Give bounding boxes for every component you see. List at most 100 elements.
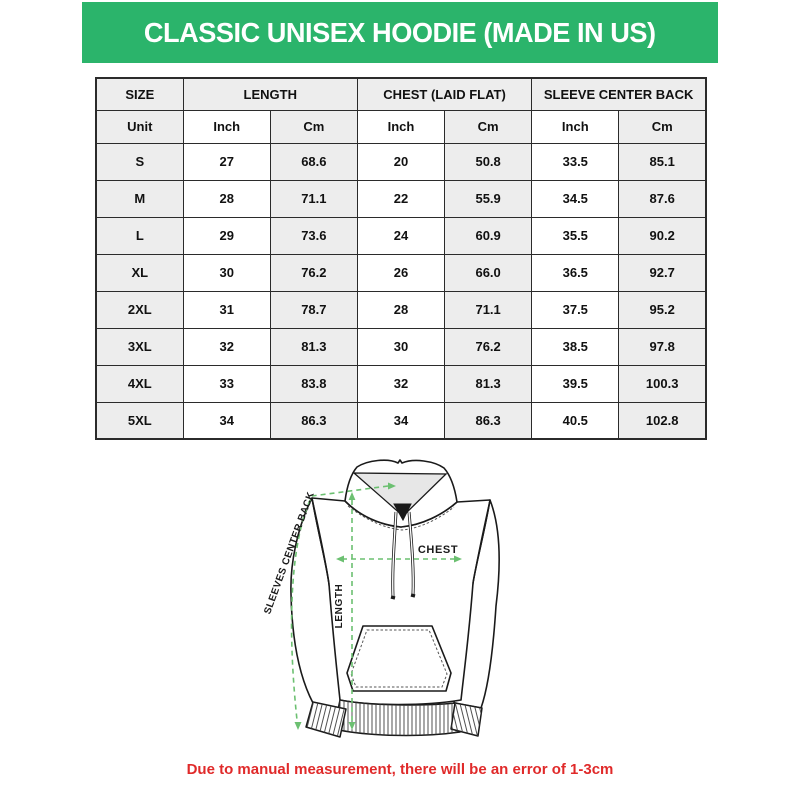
col-header-size: SIZE [95, 77, 184, 111]
value-cell: 83.8 [269, 364, 358, 403]
unit-cell: Cm [444, 109, 533, 144]
hood-inner [352, 472, 448, 517]
value-cell: 34 [182, 401, 271, 440]
value-cell: 22 [356, 179, 446, 218]
value-cell: 37.5 [531, 290, 620, 329]
value-cell: 76.2 [269, 253, 358, 292]
value-cell: 81.3 [444, 364, 533, 403]
table-row: 4XL 33 83.8 32 81.3 39.5 100.3 [95, 364, 707, 403]
header-row: SIZE LENGTH CHEST (LAID FLAT) SLEEVE CEN… [95, 77, 707, 111]
value-cell: 86.3 [444, 401, 533, 440]
value-cell: 30 [356, 327, 446, 366]
value-cell: 78.7 [269, 290, 358, 329]
value-cell: 32 [356, 364, 446, 403]
value-cell: 38.5 [531, 327, 620, 366]
value-cell: 55.9 [444, 179, 533, 218]
value-cell: 36.5 [531, 253, 620, 292]
table-row: 5XL 34 86.3 34 86.3 40.5 102.8 [95, 401, 707, 440]
length-label: LENGTH [334, 584, 345, 629]
drawstrings [390, 511, 416, 600]
value-cell: 29 [182, 216, 271, 255]
scb-arrow-cuff [294, 722, 302, 730]
value-cell: 34.5 [531, 179, 620, 218]
size-cell: 3XL [95, 327, 184, 366]
chest-arrow-left [336, 555, 344, 563]
value-cell: 85.1 [618, 142, 707, 181]
measurement-error-note: Due to manual measurement, there will be… [186, 761, 614, 778]
page-title: CLASSIC UNISEX HOODIE (MADE IN US) [144, 16, 656, 48]
value-cell: 40.5 [531, 401, 620, 440]
table-row: XL 30 76.2 26 66.0 36.5 92.7 [95, 253, 707, 292]
value-cell: 87.6 [618, 179, 707, 218]
unit-cell: Inch [356, 109, 446, 144]
table-row: 3XL 32 81.3 30 76.2 38.5 97.8 [95, 327, 707, 366]
unit-label: Unit [95, 109, 184, 144]
value-cell: 39.5 [531, 364, 620, 403]
value-cell: 24 [356, 216, 446, 255]
length-arrow-up [348, 492, 356, 500]
hood-throat [393, 503, 412, 522]
value-cell: 30 [182, 253, 271, 292]
table-row: L 29 73.6 24 60.9 35.5 90.2 [95, 216, 707, 255]
value-cell: 33.5 [531, 142, 620, 181]
value-cell: 35.5 [531, 216, 620, 255]
chest-arrow-right [454, 555, 462, 563]
hoodie-diagram: SLEEVES CENTER BACK CHEST LENGTH [262, 459, 500, 738]
value-cell: 20 [356, 142, 446, 181]
chest-label: CHEST [418, 544, 458, 556]
right-cuff-rib [451, 703, 482, 736]
size-cell: 4XL [95, 364, 184, 403]
pocket-stitching [350, 629, 448, 688]
unit-cell: Inch [182, 109, 271, 144]
size-cell: L [95, 216, 184, 255]
unit-cell: Inch [531, 109, 620, 144]
scb-arrow-neck [388, 482, 396, 490]
value-cell: 76.2 [444, 327, 533, 366]
value-cell: 60.9 [444, 216, 533, 255]
measurement-lines [290, 485, 456, 723]
right-armhole-seam [472, 499, 491, 584]
value-cell: 33 [182, 364, 271, 403]
size-cell: M [95, 179, 184, 218]
hoodie-ribbing [305, 699, 483, 738]
waistband-rib [334, 700, 460, 736]
value-cell: 102.8 [618, 401, 707, 440]
table-row: M 28 71.1 22 55.9 34.5 87.6 [95, 179, 707, 218]
value-cell: 34 [356, 401, 446, 440]
collar-stitching [347, 505, 455, 531]
value-cell: 31 [182, 290, 271, 329]
value-cell: 50.8 [444, 142, 533, 181]
kangaroo-pocket [346, 625, 452, 692]
size-chart-table: SIZE LENGTH CHEST (LAID FLAT) SLEEVE CEN… [95, 77, 707, 440]
value-cell: 27 [182, 142, 271, 181]
size-cell: S [95, 142, 184, 181]
left-cuff-rib [306, 702, 346, 737]
size-cell: 5XL [95, 401, 184, 440]
value-cell: 90.2 [618, 216, 707, 255]
col-header-length: LENGTH [182, 77, 358, 111]
value-cell: 92.7 [618, 253, 707, 292]
value-cell: 28 [356, 290, 446, 329]
title-banner: CLASSIC UNISEX HOODIE (MADE IN US) [82, 2, 718, 63]
col-header-sleeve: SLEEVE CENTER BACK [531, 77, 707, 111]
value-cell: 81.3 [269, 327, 358, 366]
value-cell: 73.6 [269, 216, 358, 255]
size-cell: 2XL [95, 290, 184, 329]
measurement-arrows [294, 482, 462, 730]
value-cell: 86.3 [269, 401, 358, 440]
table-row: S 27 68.6 20 50.8 33.5 85.1 [95, 142, 707, 181]
aglet-left [390, 595, 396, 600]
value-cell: 71.1 [269, 179, 358, 218]
unit-cell: Cm [618, 109, 707, 144]
col-header-chest: CHEST (LAID FLAT) [356, 77, 533, 111]
value-cell: 100.3 [618, 364, 707, 403]
value-cell: 68.6 [269, 142, 358, 181]
sleeve-center-back-line [290, 485, 389, 721]
value-cell: 28 [182, 179, 271, 218]
unit-row: Unit Inch Cm Inch Cm Inch Cm [95, 109, 707, 144]
value-cell: 71.1 [444, 290, 533, 329]
value-cell: 95.2 [618, 290, 707, 329]
value-cell: 97.8 [618, 327, 707, 366]
value-cell: 26 [356, 253, 446, 292]
